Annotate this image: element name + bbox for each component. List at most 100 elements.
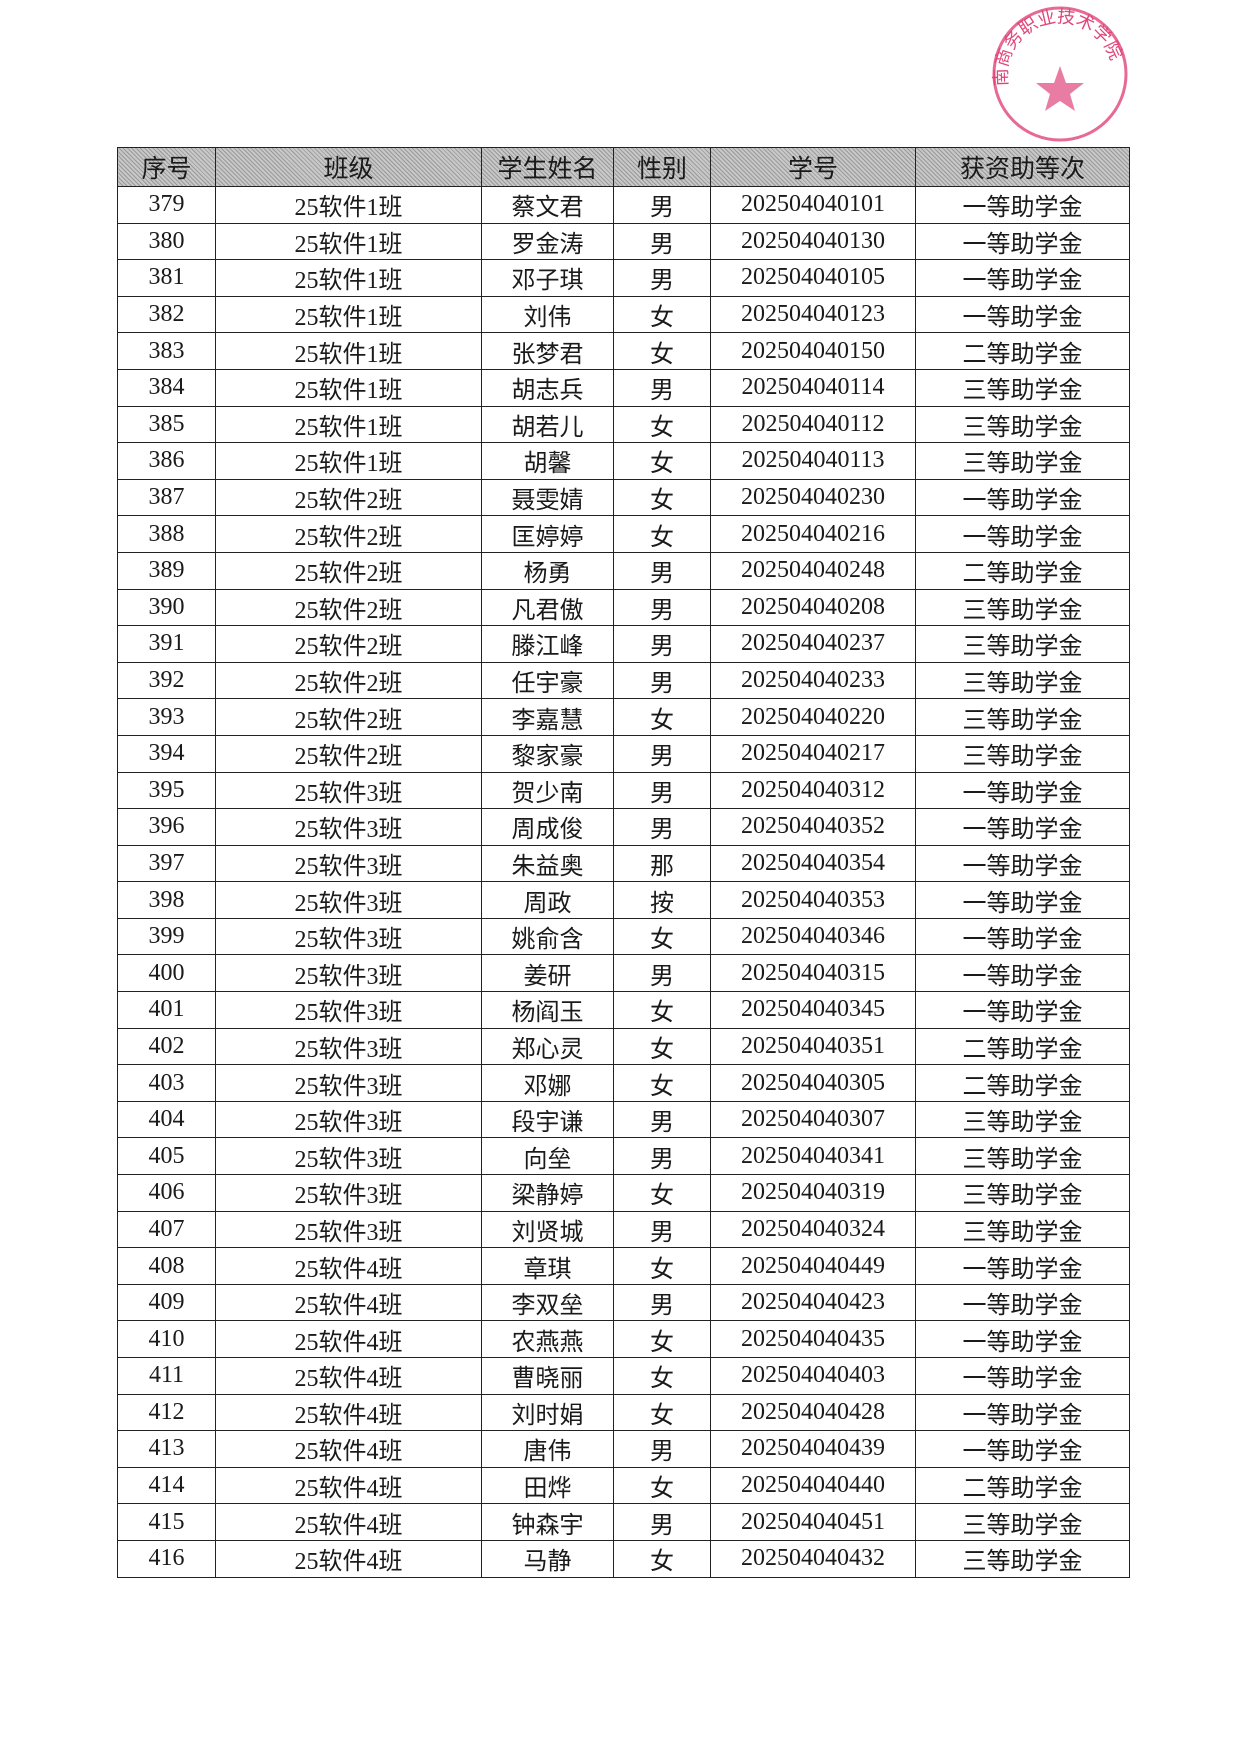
cell-class: 25软件4班	[215, 1283, 482, 1322]
cell-gender: 女	[613, 917, 711, 956]
cell-index: 401	[117, 991, 216, 1029]
cell-name: 贺少南	[481, 771, 614, 810]
cell-student-id: 202504040217	[710, 734, 916, 773]
cell-class: 25软件2班	[215, 625, 482, 663]
cell-award-level: 三等助学金	[915, 1210, 1130, 1249]
stamp-lettering: 南商务职业技术学院	[991, 6, 1126, 86]
cell-gender: 男	[613, 1503, 711, 1541]
cell-name: 任宇豪	[481, 661, 614, 700]
cell-name: 姜研	[481, 954, 614, 993]
cell-student-id: 202504040208	[710, 588, 916, 627]
table-row: 412 25软件4班 刘时娟女 202504040428 一等助学金	[117, 1393, 1130, 1432]
cell-name: 郑心灵	[481, 1027, 614, 1066]
cell-index: 388	[117, 515, 216, 553]
cell-award-level: 三等助学金	[915, 405, 1130, 444]
table-row: 401 25软件3班 杨阎玉女 202504040345 一等助学金	[117, 991, 1130, 1029]
table-row: 410 25软件4班 农燕燕女 202504040435 一等助学金	[117, 1320, 1130, 1358]
cell-class: 25软件3班	[215, 1064, 482, 1102]
cell-award-level: 二等助学金	[915, 551, 1130, 590]
table-row: 408 25软件4班 章琪女 202504040449 一等助学金	[117, 1247, 1130, 1285]
table-row: 387 25软件2班 聂雯婧女 202504040230 一等助学金	[117, 478, 1130, 517]
cell-class: 25软件4班	[215, 1357, 482, 1395]
cell-student-id: 202504040432	[710, 1539, 916, 1578]
cell-class: 25软件3班	[215, 1137, 482, 1176]
cell-award-level: 三等助学金	[915, 588, 1130, 627]
cell-name: 姚俞含	[481, 917, 614, 956]
official-seal-stamp: 南商务职业技术学院	[991, 6, 1128, 142]
cell-award-level: 三等助学金	[915, 1100, 1130, 1139]
cell-award-level: 二等助学金	[915, 332, 1130, 370]
cell-student-id: 202504040220	[710, 698, 916, 736]
cell-class: 25软件3班	[215, 1174, 482, 1212]
cell-gender: 男	[613, 368, 711, 407]
cell-award-level: 三等助学金	[915, 1503, 1130, 1541]
cell-student-id: 202504040123	[710, 295, 916, 334]
table-row: 407 25软件3班 刘贤城男 202504040324 三等助学金	[117, 1210, 1130, 1249]
cell-award-level: 三等助学金	[915, 661, 1130, 700]
table-header: 序号 班级 学生姓名 性别 学号 获资助等次	[117, 147, 1130, 187]
cell-gender: 男	[613, 1210, 711, 1249]
cell-student-id: 202504040307	[710, 1100, 916, 1139]
cell-student-id: 202504040105	[710, 259, 916, 297]
cell-student-id: 202504040101	[710, 186, 916, 224]
cell-gender: 女	[613, 1174, 711, 1212]
cell-index: 412	[117, 1393, 216, 1432]
cell-award-level: 一等助学金	[915, 1393, 1130, 1432]
header-gender: 性别	[613, 147, 711, 187]
cell-name: 刘伟	[481, 295, 614, 334]
table-row: 397 25软件3班 朱益奥那 202504040354 一等助学金	[117, 844, 1130, 883]
cell-index: 403	[117, 1064, 216, 1102]
cell-student-id: 202504040345	[710, 991, 916, 1029]
cell-gender: 男	[613, 588, 711, 627]
cell-student-id: 202504040150	[710, 332, 916, 370]
cell-award-level: 一等助学金	[915, 259, 1130, 297]
table-row: 389 25软件2班 杨勇男 202504040248 二等助学金	[117, 551, 1130, 590]
table-row: 383 25软件1班 张梦君女 202504040150 二等助学金	[117, 332, 1130, 370]
cell-gender: 女	[613, 1247, 711, 1285]
table-row: 381 25软件1班 邓子琪男 202504040105 一等助学金	[117, 259, 1130, 297]
table-row: 400 25软件3班 姜研男 202504040315 一等助学金	[117, 954, 1130, 993]
cell-name: 胡志兵	[481, 368, 614, 407]
cell-index: 411	[117, 1357, 216, 1395]
cell-gender: 女	[613, 442, 711, 480]
cell-gender: 男	[613, 734, 711, 773]
cell-class: 25软件4班	[215, 1320, 482, 1358]
cell-gender: 那	[613, 844, 711, 883]
cell-gender: 女	[613, 1320, 711, 1358]
cell-award-level: 三等助学金	[915, 734, 1130, 773]
table-row: 399 25软件3班 姚俞含女 202504040346 一等助学金	[117, 917, 1130, 956]
cell-name: 段宇谦	[481, 1100, 614, 1139]
cell-gender: 男	[613, 186, 711, 224]
table-row: 393 25软件2班 李嘉慧女 202504040220 三等助学金	[117, 698, 1130, 736]
cell-name: 唐伟	[481, 1430, 614, 1468]
cell-award-level: 一等助学金	[915, 478, 1130, 517]
cell-student-id: 202504040346	[710, 917, 916, 956]
cell-class: 25软件2班	[215, 515, 482, 553]
cell-student-id: 202504040451	[710, 1503, 916, 1541]
cell-index: 414	[117, 1466, 216, 1505]
cell-name: 杨勇	[481, 551, 614, 590]
cell-class: 25软件2班	[215, 698, 482, 736]
cell-name: 马静	[481, 1539, 614, 1578]
cell-gender: 男	[613, 661, 711, 700]
cell-student-id: 202504040440	[710, 1466, 916, 1505]
cell-class: 25软件2班	[215, 478, 482, 517]
cell-student-id: 202504040423	[710, 1283, 916, 1322]
cell-gender: 男	[613, 1137, 711, 1176]
cell-index: 393	[117, 698, 216, 736]
table-row: 411 25软件4班 曹晓丽女 202504040403 一等助学金	[117, 1357, 1130, 1395]
table-row: 382 25软件1班 刘伟女 202504040123 一等助学金	[117, 295, 1130, 334]
cell-name: 周政	[481, 881, 614, 919]
cell-gender: 女	[613, 332, 711, 370]
cell-index: 416	[117, 1539, 216, 1578]
table-row: 398 25软件3班 周政按 202504040353 一等助学金	[117, 881, 1130, 919]
svg-text:南商务职业技术学院: 南商务职业技术学院	[991, 6, 1126, 86]
cell-class: 25软件3班	[215, 991, 482, 1029]
cell-gender: 女	[613, 295, 711, 334]
cell-index: 410	[117, 1320, 216, 1358]
cell-class: 25软件4班	[215, 1247, 482, 1285]
cell-class: 25软件4班	[215, 1393, 482, 1432]
cell-award-level: 一等助学金	[915, 222, 1130, 261]
cell-index: 396	[117, 808, 216, 846]
cell-index: 386	[117, 442, 216, 480]
